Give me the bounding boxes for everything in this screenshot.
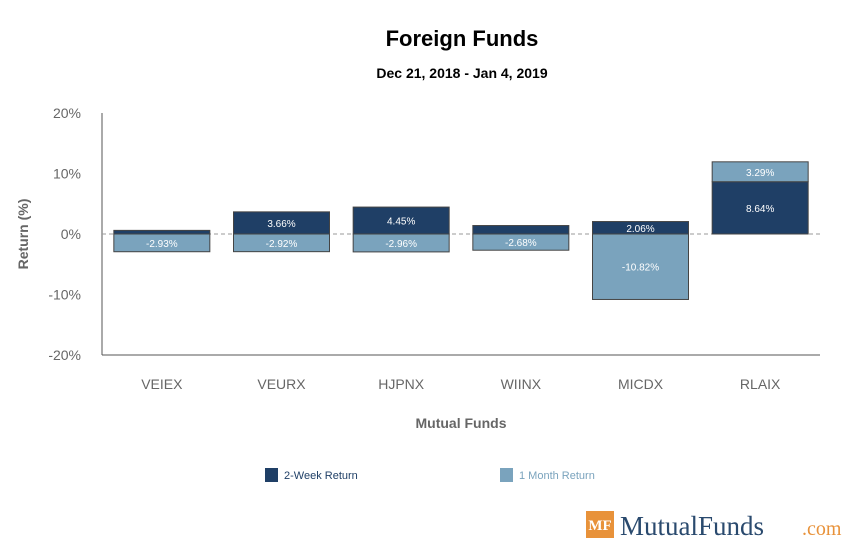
logo-name: MutualFunds [620, 511, 764, 541]
bar-one-month-micdx [592, 233, 689, 300]
bars-layer: -2.93% 3.66% -2.92% 4.45% -2.96% -2.68% 2.06% -… [113, 161, 809, 300]
bar-data-label: 4.45% [387, 217, 415, 228]
y-tick-label: 10% [53, 166, 81, 182]
bar-one-month-hjpnx [352, 233, 450, 253]
y-tick-label: 0% [61, 226, 81, 242]
x-axis-ticks: VEIEX VEURX HJPNX WIINX MICDX RLAIX [141, 376, 781, 392]
y-axis-label: Return (%) [15, 199, 31, 270]
y-tick-label: -20% [48, 347, 81, 363]
bar-data-label: 3.29% [746, 168, 774, 179]
y-tick-label: 20% [53, 105, 81, 121]
legend-swatch [265, 468, 278, 482]
y-tick-label: -10% [48, 287, 81, 303]
x-tick-label: WIINX [501, 376, 542, 392]
bar-data-label: 3.66% [267, 219, 295, 230]
bar-data-label: -2.68% [505, 238, 537, 249]
bar-two-week-wiinx [472, 225, 570, 235]
bar-data-label: 2.06% [626, 224, 654, 235]
bar-data-label: -10.82% [622, 263, 659, 274]
logo-mark-box [586, 511, 614, 538]
bar-one-month-rlaix [711, 161, 809, 183]
bar-one-month-wiinx [472, 233, 570, 251]
bar-data-label: 8.64% [746, 204, 774, 215]
legend-label: 1 Month Return [519, 470, 595, 482]
bar-data-label: -2.96% [385, 239, 417, 250]
bar-two-week-veiex [113, 229, 211, 235]
x-tick-label: HJPNX [378, 376, 425, 392]
legend-swatch [500, 468, 513, 482]
x-tick-label: VEIEX [141, 376, 183, 392]
y-axis-ticks: 20% 10% 0% -10% -20% [48, 105, 81, 363]
x-tick-label: RLAIX [740, 376, 781, 392]
bar-one-month-veurx [233, 233, 330, 253]
legend: 2-Week Return 1 Month Return [265, 468, 595, 482]
logo-mark: MF [588, 518, 611, 534]
x-axis-label: Mutual Funds [416, 415, 507, 431]
x-tick-label: VEURX [257, 376, 306, 392]
chart-title: Foreign Funds [386, 26, 539, 51]
bar-one-month-veiex [113, 233, 211, 253]
bar-two-week-hjpnx [352, 206, 450, 235]
logo-suffix: .com [802, 518, 842, 540]
x-tick-label: MICDX [618, 376, 664, 392]
legend-label: 2-Week Return [284, 470, 358, 482]
bar-data-label: -2.93% [146, 239, 178, 250]
site-logo: MF MutualFunds .com [586, 511, 842, 541]
bar-data-label: -2.92% [266, 239, 298, 250]
chart-subtitle: Dec 21, 2018 - Jan 4, 2019 [376, 65, 547, 81]
